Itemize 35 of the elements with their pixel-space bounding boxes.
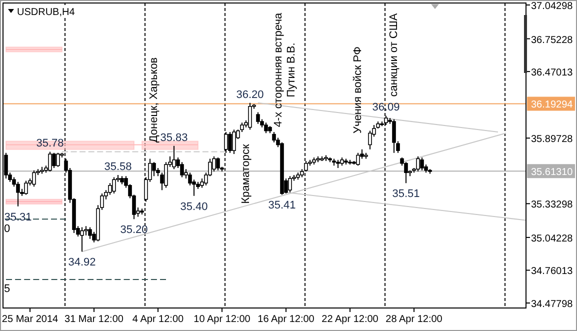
annotation: Учения войск РФ: [352, 46, 364, 134]
ref-line-label: 36.19294: [531, 100, 574, 111]
annotation: 5: [4, 283, 10, 295]
annotation: 35.78: [36, 138, 64, 150]
x-tick-label: 25 Mar 2014: [2, 314, 59, 325]
annotation: 35.40: [180, 200, 208, 213]
annotation: санкции от США: [388, 12, 400, 97]
x-tick-label: 28 Apr 12:00: [386, 314, 443, 325]
y-tick-label: 34.76013: [531, 266, 574, 278]
annotation: 0: [4, 223, 10, 235]
annotation: 36.20: [236, 88, 264, 101]
annotation: 34.92: [68, 256, 96, 269]
annotation: Донецк, Харьков: [148, 57, 160, 143]
annotation: 35.58: [104, 160, 132, 173]
y-tick-label: 36.75228: [531, 34, 574, 46]
annotation: Краматорск: [240, 144, 252, 204]
x-tick-label: 22 Apr 12:00: [322, 314, 379, 325]
y-tick-label: 35.04228: [531, 233, 574, 244]
y-tick-label: 37.04298: [531, 0, 574, 12]
y-tick-label: 35.33298: [531, 200, 574, 211]
annotation: 4-х сторонняя встреча Путин В.В.: [272, 12, 298, 128]
chart-title: USDRUB,H4: [17, 7, 76, 18]
annotation: 35.20: [120, 224, 148, 236]
y-tick-label: 36.47013: [531, 68, 574, 79]
x-tick-label: 10 Apr 12:00: [194, 314, 251, 325]
ref-line-label: 35.61310: [531, 167, 574, 178]
x-tick-label: 16 Apr 12:00: [258, 314, 315, 325]
annotation: 35.41: [268, 200, 296, 212]
x-tick-label: 4 Apr 12:00: [132, 314, 184, 325]
annotation: 35.83: [160, 132, 188, 144]
y-tick-label: 35.89728: [531, 134, 574, 146]
x-tick-label: 31 Mar 12:00: [64, 314, 124, 325]
annotation: 36.09: [372, 102, 400, 114]
y-tick-label: 34.47798: [531, 299, 574, 310]
annotation: 35.51: [392, 188, 420, 200]
